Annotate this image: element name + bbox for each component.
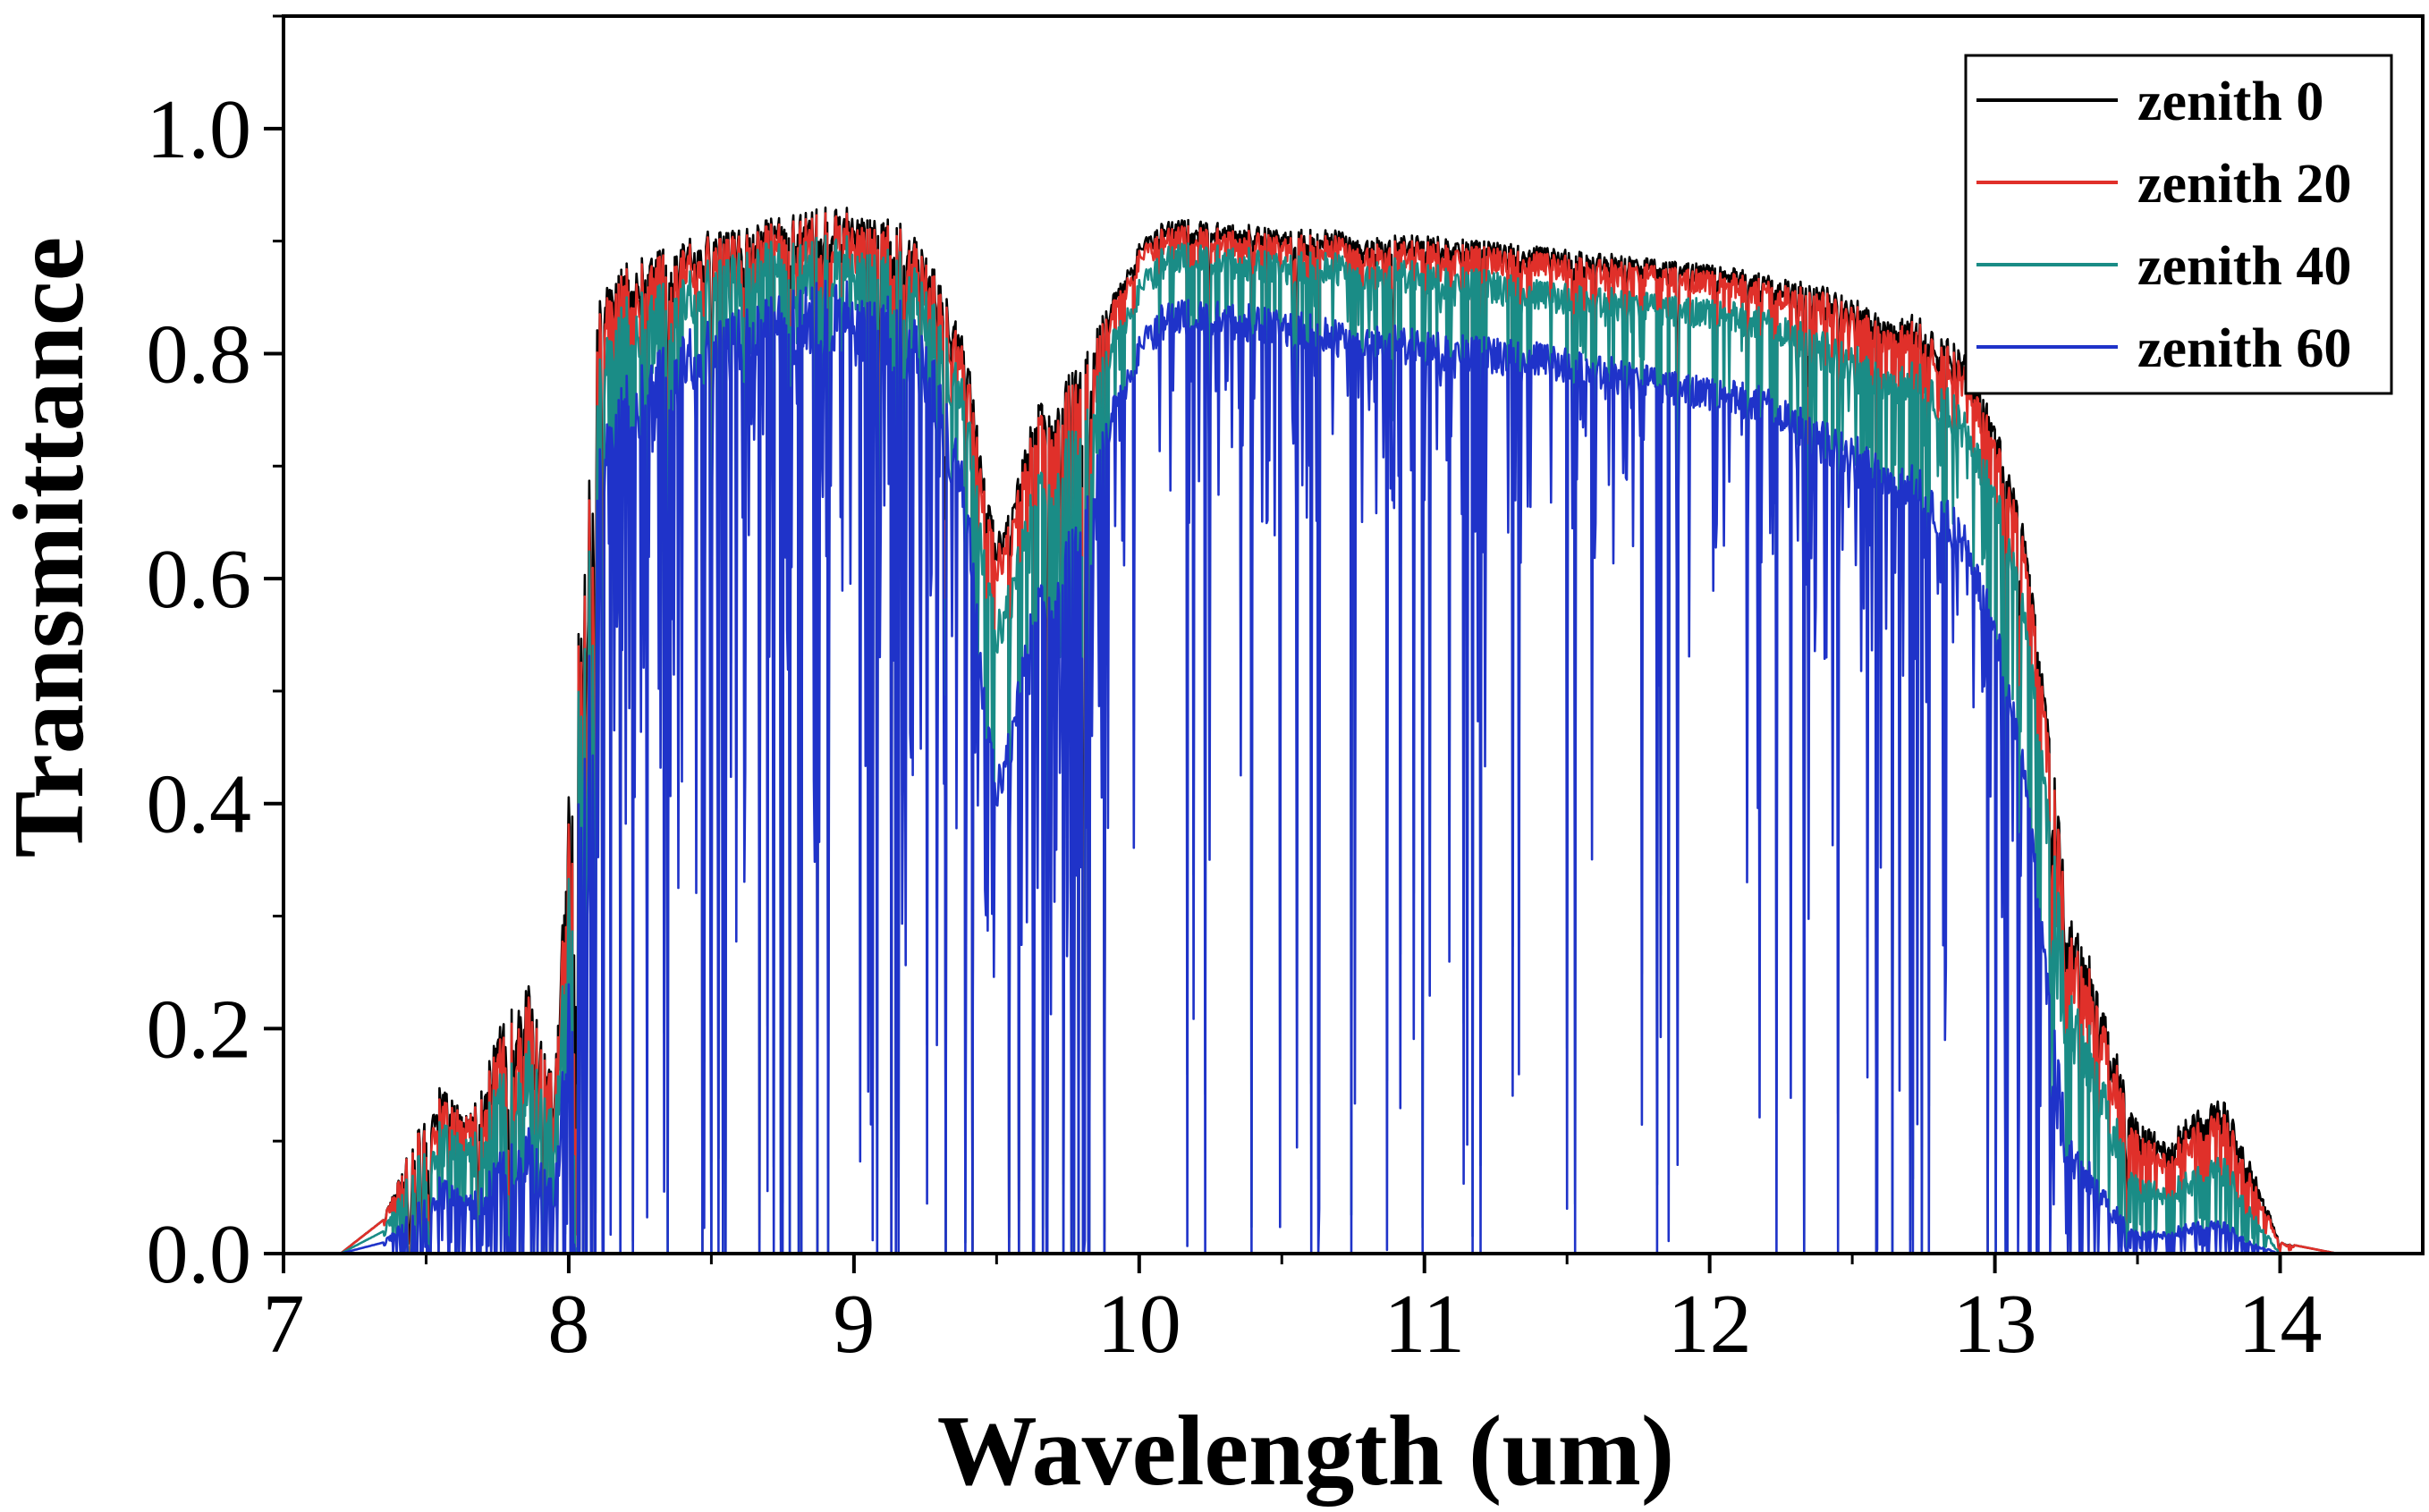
series-line-zenith-60: [284, 279, 2423, 1254]
x-axis-title: Wavelength (um): [937, 1396, 1674, 1507]
x-tick-label: 11: [1384, 1278, 1465, 1371]
y-axis-ticks: 0.0 0.2 0.4 0.6 0.8 1.0: [147, 14, 284, 1301]
series-layer: [284, 206, 2423, 1254]
y-tick-label: 0.2: [147, 983, 252, 1076]
legend-box: [1964, 54, 2393, 395]
y-tick-label: 1.0: [147, 83, 252, 176]
legend: zenith 0 zenith 20 zenith 40 zenith 60: [1964, 54, 2393, 395]
y-tick-label: 0.0: [147, 1208, 252, 1301]
y-tick-label: 0.6: [147, 533, 252, 626]
x-tick-label: 8: [547, 1278, 589, 1371]
legend-label: zenith 0: [2137, 72, 2323, 132]
legend-label: zenith 40: [2137, 236, 2351, 297]
x-tick-label: 10: [1097, 1278, 1181, 1371]
x-tick-label: 12: [1668, 1278, 1752, 1371]
x-tick-label: 9: [833, 1278, 875, 1371]
legend-label: zenith 20: [2137, 154, 2351, 215]
axes-layer: [282, 14, 2425, 1255]
plot-frame: [282, 14, 2425, 1255]
x-tick-label: 13: [1953, 1278, 2037, 1371]
y-tick-label: 0.8: [147, 308, 252, 401]
x-tick-label: 7: [263, 1278, 305, 1371]
x-axis-ticks: 7 8 9 10 11 12 13 14: [263, 1254, 2323, 1371]
y-axis-title: Transmittance: [0, 237, 105, 858]
x-tick-label: 14: [2239, 1278, 2323, 1371]
legend-label: zenith 60: [2137, 318, 2351, 379]
y-tick-label: 0.4: [147, 758, 252, 851]
